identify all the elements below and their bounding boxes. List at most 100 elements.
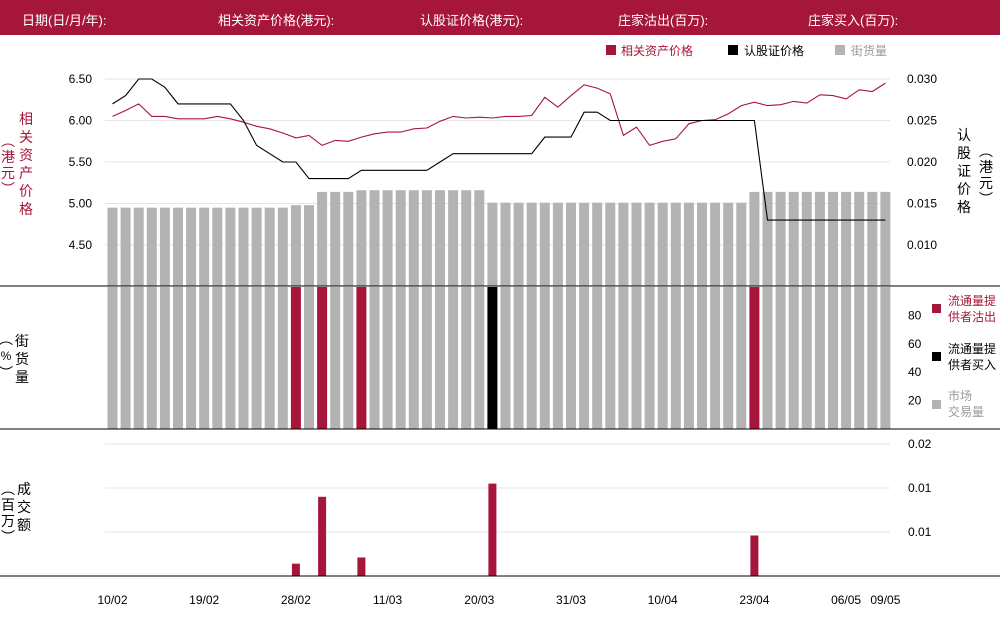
market-bar [880,287,891,429]
outstanding-bar [788,191,799,286]
legend-swatch-market [932,400,941,409]
outstanding-bar [513,202,524,286]
market-bar [526,287,537,429]
turnover-tick-label: 0.01 [908,525,932,539]
svg-text:︶: ︶ [979,191,993,207]
outstanding-bars [107,190,891,286]
turnover-tick-label: 0.02 [908,437,932,451]
svg-text:万: 万 [1,513,15,529]
market-bar [500,287,511,429]
svg-text:︵: ︵ [1,133,15,149]
outstanding-bar [330,191,341,286]
outstanding-bar [605,202,616,286]
outstanding-bar [159,207,170,286]
turnover-bar [357,557,366,576]
legend-asset-price: 相关资产价格 [621,43,693,58]
market-bar [133,287,144,429]
x-tick-label: 19/02 [189,593,219,607]
legend-swatch-asset [606,45,616,55]
outstanding-bar [238,207,249,286]
left-tick-label: 5.50 [69,155,93,169]
left-tick-label: 6.00 [69,114,93,128]
svg-text:股: 股 [957,145,971,161]
market-bar [644,287,655,429]
outstanding-bar [107,207,118,286]
svg-text:元: 元 [979,175,993,191]
header-warrant-price-label: 认股证价格(港元): [420,13,524,28]
market-bar [330,287,341,429]
market-axis-ticks: 80 60 40 20 [908,308,922,407]
outstanding-bar [356,190,367,286]
market-bar [697,287,707,429]
market-bar [605,287,616,429]
outstanding-bar [566,202,576,286]
market-bar [159,287,170,429]
outstanding-bar [775,191,786,286]
market-bar-sell [749,287,760,429]
market-bar [382,287,393,429]
outstanding-bar [120,207,131,286]
outstanding-bar [539,202,550,286]
turnover-gridlines [105,443,890,533]
market-bar [736,287,747,429]
outstanding-bar [749,191,760,286]
outstanding-bar [225,207,236,286]
market-bar [304,287,314,429]
legend-lp-sell-line1: 流通量提 [948,293,996,308]
outstanding-bar [579,202,590,286]
svg-text:%: % [1,349,12,363]
market-bar [552,287,563,429]
turnover-bar [488,483,497,576]
market-bar [212,287,223,429]
legend-outstanding: 街货量 [851,43,887,58]
market-legend: 流通量提 供者沽出 流通量提 供者买入 市场 交易量 [932,293,996,419]
left-tick-label: 6.50 [69,72,93,86]
right-tick-label: 0.025 [907,114,937,128]
outstanding-bar [146,207,157,286]
svg-text:港: 港 [979,159,993,175]
market-bar [762,287,773,429]
outstanding-bar [867,191,878,286]
header-asset-price-label: 相关资产价格(港元): [218,13,335,28]
svg-text:相: 相 [19,111,33,127]
outstanding-bar [592,202,603,286]
market-bar [854,287,865,429]
market-bar [421,287,432,429]
outstanding-bar [435,190,445,286]
svg-text:交: 交 [17,499,31,515]
warrant-price-line [112,78,886,221]
market-bar [120,287,131,429]
market-bar-buy [487,287,498,429]
outstanding-bar [133,207,144,286]
market-bar [343,287,354,429]
market-bar [264,287,275,429]
outstanding-bar [841,191,852,286]
svg-text:︵: ︵ [1,481,15,497]
market-bar [801,287,812,429]
outstanding-bar [408,190,419,286]
outstanding-bar [304,205,314,286]
market-bar [474,287,485,429]
market-bar [199,287,210,429]
legend-lp-sell-line2: 供者沽出 [948,310,996,324]
svg-text:港: 港 [1,149,15,165]
market-bar [592,287,603,429]
outstanding-bar [487,202,498,286]
x-tick-label: 06/05 [831,593,861,607]
outstanding-bar [762,191,773,286]
turnover-tick-label: 0.01 [908,481,932,495]
outstanding-bar [552,202,563,286]
svg-text:价: 价 [19,183,33,199]
legend-lp-buy-line2: 供者买入 [948,358,996,372]
outstanding-bar [186,207,197,286]
market-bar [710,287,721,429]
market-bar [657,287,668,429]
right-tick-label: 0.015 [907,197,937,211]
outstanding-bar [828,191,838,286]
outstanding-bar [290,205,301,286]
legend-warrant-price: 认股证价格 [744,43,804,58]
svg-text:格: 格 [957,199,971,215]
right-tick-label: 0.020 [907,155,937,169]
x-tick-label: 11/03 [373,593,402,607]
market-bar [867,287,878,429]
